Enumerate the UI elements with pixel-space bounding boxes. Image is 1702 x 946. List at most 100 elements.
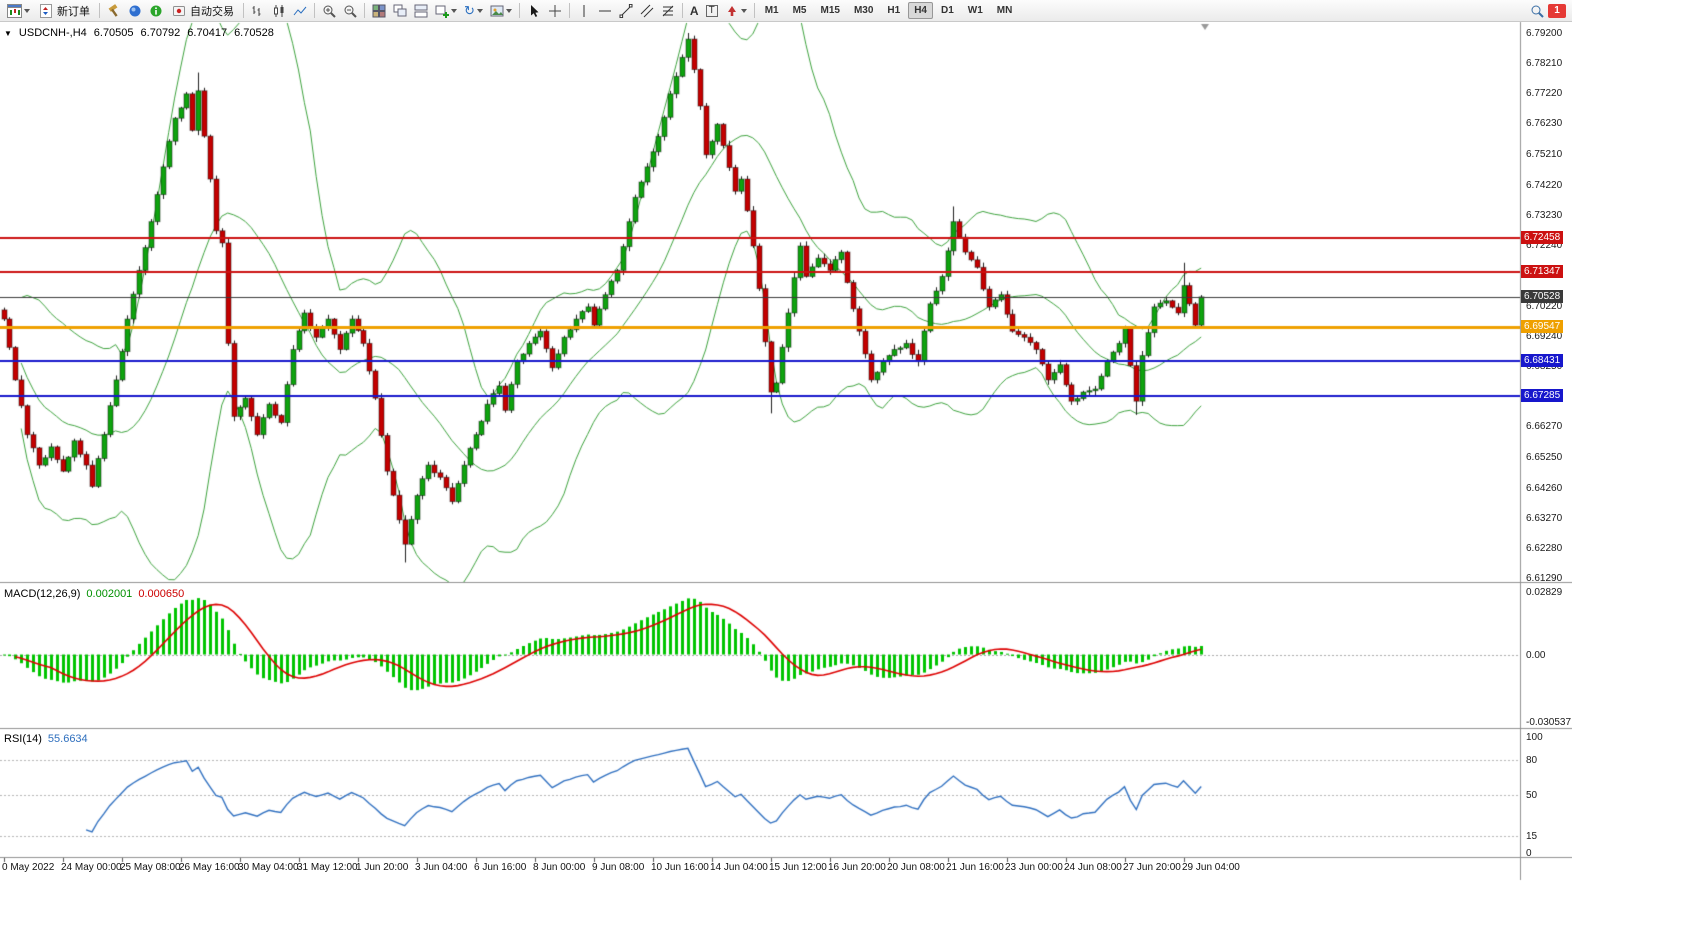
time-axis-label: 31 May 12:00 bbox=[297, 862, 358, 873]
toolbar-separator bbox=[314, 3, 315, 18]
zoom-in-button[interactable] bbox=[319, 1, 339, 20]
text-button[interactable]: A bbox=[687, 1, 702, 20]
candlestick-chart-button[interactable] bbox=[269, 1, 289, 20]
new-order-button[interactable]: 新订单 bbox=[34, 1, 95, 20]
macd-axis-label: 0.00 bbox=[1526, 649, 1546, 661]
cascade-windows-button[interactable] bbox=[390, 1, 410, 20]
price-level-tag[interactable]: 6.69547 bbox=[1521, 319, 1564, 333]
price-axis-tick: 6.77220 bbox=[1526, 88, 1563, 100]
symbol-period-label: USDCNH-,H4 bbox=[18, 27, 87, 39]
main-toolbar: 新订单 自动交易 bbox=[0, 0, 1572, 22]
notification-badge[interactable]: 1 bbox=[1548, 3, 1566, 18]
channel-icon bbox=[640, 4, 654, 18]
rsi-title: RSI(14) bbox=[4, 733, 42, 745]
help-button[interactable] bbox=[146, 1, 166, 20]
community-button[interactable] bbox=[125, 1, 145, 20]
horizontal-line-button[interactable] bbox=[595, 1, 615, 20]
timeframe-button-h4[interactable]: H4 bbox=[908, 2, 933, 19]
cursor-button[interactable] bbox=[524, 1, 544, 20]
timeframe-button-d1[interactable]: D1 bbox=[941, 5, 954, 16]
info-icon bbox=[149, 4, 163, 18]
vertical-line-button[interactable] bbox=[574, 1, 594, 20]
timeframe-button-m30[interactable]: M30 bbox=[853, 5, 874, 16]
arrow-icon bbox=[725, 4, 739, 18]
new-chart-button[interactable] bbox=[4, 1, 33, 20]
zoom-out-button[interactable] bbox=[340, 1, 360, 20]
trendline-button[interactable] bbox=[616, 1, 636, 20]
high-value: 6.70792 bbox=[140, 27, 181, 39]
refresh-icon: ↻ bbox=[464, 3, 475, 18]
new-order-label: 新订单 bbox=[57, 5, 90, 18]
bar-chart-icon bbox=[251, 4, 265, 18]
time-axis-label: 26 May 16:00 bbox=[179, 862, 240, 873]
refresh-button[interactable]: ↻ bbox=[461, 1, 486, 20]
current-price-tag: 6.70528 bbox=[1521, 289, 1564, 303]
autotrading-button[interactable]: 自动交易 bbox=[167, 1, 239, 20]
price-chart-canvas[interactable] bbox=[0, 0, 1572, 946]
channel-button[interactable] bbox=[637, 1, 657, 20]
cascade-windows-icon bbox=[393, 4, 407, 18]
price-axis-tick: 6.65250 bbox=[1526, 452, 1563, 464]
price-axis-tick: 6.73230 bbox=[1526, 209, 1563, 221]
zoom-out-icon bbox=[343, 4, 357, 18]
time-axis-label: 23 Jun 00:00 bbox=[1005, 862, 1063, 873]
time-axis-label: 25 May 08:00 bbox=[120, 862, 181, 873]
line-chart-icon bbox=[293, 4, 307, 18]
fibonacci-button[interactable] bbox=[658, 1, 678, 20]
time-axis-label: 30 May 04:00 bbox=[238, 862, 299, 873]
arrange-windows-button[interactable] bbox=[411, 1, 431, 20]
rsi-value: 55.6634 bbox=[47, 733, 88, 745]
template-button[interactable] bbox=[487, 1, 515, 20]
new-window-button[interactable] bbox=[432, 1, 460, 20]
macd-title: MACD(12,26,9) bbox=[4, 588, 81, 600]
time-axis-label: 8 Jun 00:00 bbox=[533, 862, 586, 873]
timeframe-button-m1[interactable]: M1 bbox=[764, 5, 779, 16]
time-axis-label: 14 Jun 04:00 bbox=[710, 862, 768, 873]
timeframe-button-mn[interactable]: MN bbox=[996, 5, 1013, 16]
price-axis-tick: 6.72240 bbox=[1526, 239, 1563, 251]
toolbar-separator bbox=[681, 3, 683, 18]
time-axis-label: 27 Jun 20:00 bbox=[1123, 862, 1181, 873]
toolbar-separator bbox=[364, 3, 365, 18]
crosshair-button[interactable] bbox=[545, 1, 565, 20]
price-axis-tick: 6.70220 bbox=[1526, 301, 1563, 313]
price-axis-tick: 6.64260 bbox=[1526, 482, 1563, 494]
time-axis-label: 20 Jun 08:00 bbox=[887, 862, 945, 873]
tile-windows-icon bbox=[372, 4, 386, 18]
macd-axis-label: 0.02829 bbox=[1526, 587, 1563, 598]
line-chart-button[interactable] bbox=[290, 1, 310, 20]
price-axis-tick: 6.76230 bbox=[1526, 118, 1563, 130]
arrows-button[interactable] bbox=[722, 1, 750, 20]
rsi-axis-label: 80 bbox=[1526, 755, 1538, 767]
time-axis-label: 15 Jun 12:00 bbox=[769, 862, 827, 873]
search-button[interactable] bbox=[1527, 1, 1547, 20]
price-axis-tick: 6.75210 bbox=[1526, 149, 1563, 161]
fibonacci-icon bbox=[661, 4, 675, 18]
price-level-tag[interactable]: 6.67285 bbox=[1521, 388, 1564, 402]
template-icon bbox=[490, 4, 504, 18]
timeframe-button-m5[interactable]: M5 bbox=[792, 5, 807, 16]
price-level-tag[interactable]: 6.68431 bbox=[1521, 353, 1564, 367]
symbol-dropdown-icon[interactable]: ▼ bbox=[4, 28, 12, 38]
time-axis-label: 21 Jun 16:00 bbox=[946, 862, 1004, 873]
low-value: 6.70417 bbox=[187, 27, 228, 39]
timeframe-button-m15[interactable]: M15 bbox=[820, 5, 840, 16]
market-button[interactable] bbox=[104, 1, 124, 20]
rsi-axis-label: 15 bbox=[1526, 830, 1538, 842]
price-axis-tick: 6.68250 bbox=[1526, 361, 1563, 373]
price-level-tag[interactable]: 6.72458 bbox=[1521, 231, 1564, 245]
timeframe-button-h1[interactable]: H1 bbox=[887, 5, 901, 16]
toolbar-separator bbox=[243, 3, 244, 18]
rsi-axis-label: 100 bbox=[1526, 732, 1543, 743]
macd-main-value: 0.002001 bbox=[86, 588, 133, 600]
price-axis-tick: 6.69240 bbox=[1526, 331, 1563, 343]
label-button[interactable]: T bbox=[703, 1, 721, 20]
bar-chart-button[interactable] bbox=[248, 1, 268, 20]
arrange-windows-icon bbox=[414, 4, 428, 18]
price-axis-tick: 6.79200 bbox=[1526, 28, 1563, 39]
price-level-tag[interactable]: 6.71347 bbox=[1521, 264, 1564, 278]
timeframe-button-w1[interactable]: W1 bbox=[967, 5, 983, 16]
tile-windows-button[interactable] bbox=[369, 1, 389, 20]
time-axis-label: 10 Jun 16:00 bbox=[651, 862, 709, 873]
